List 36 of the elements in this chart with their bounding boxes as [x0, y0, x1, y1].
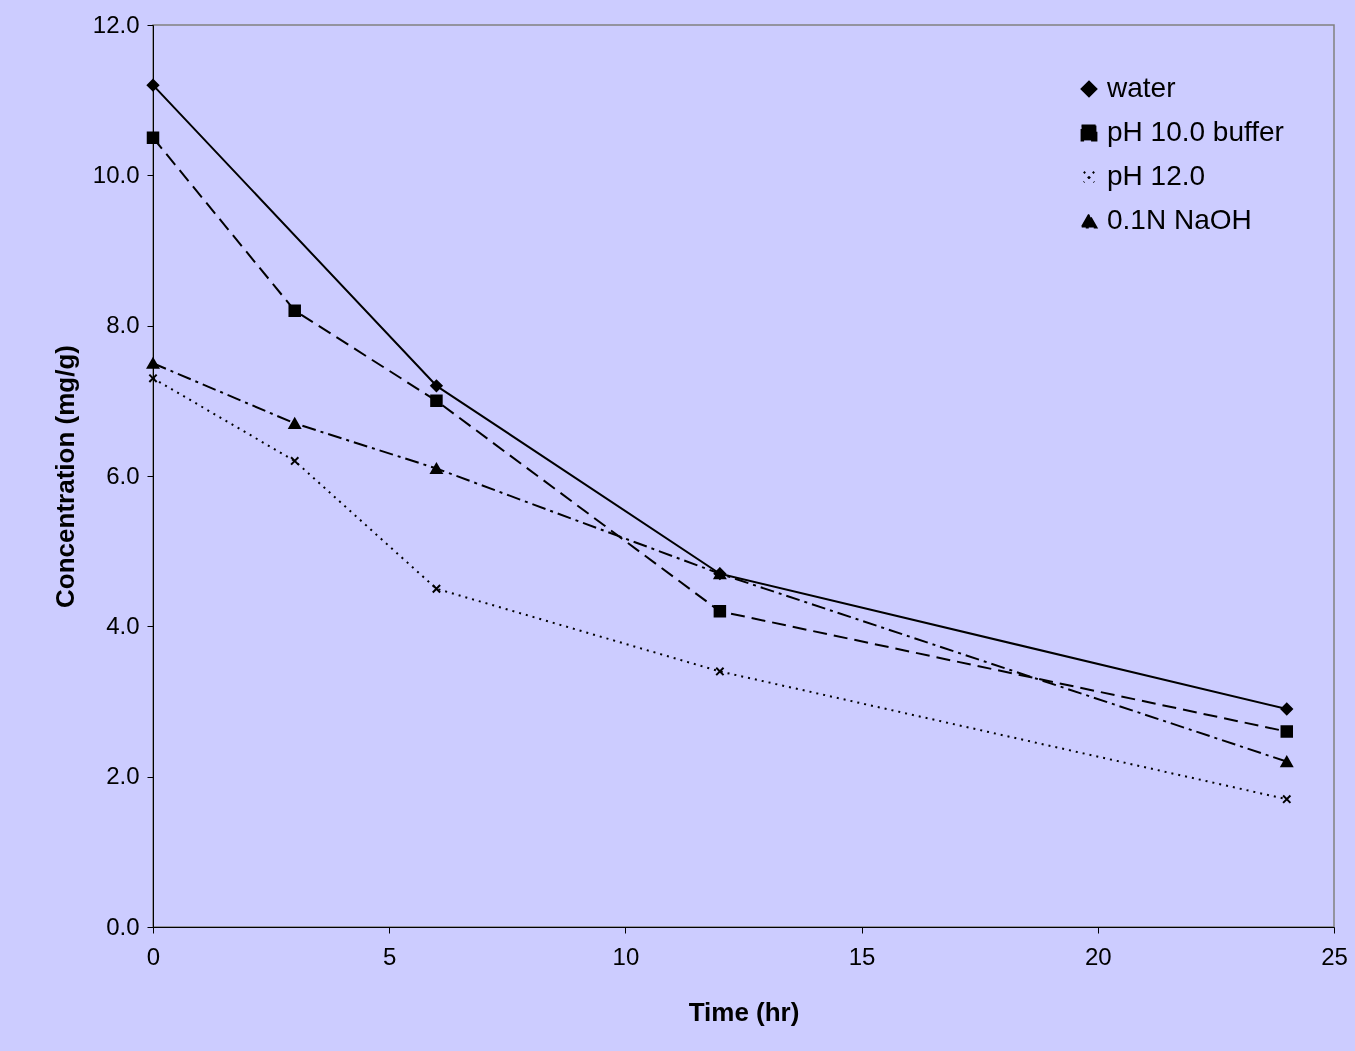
y-tick-label: 2.0 — [106, 762, 140, 790]
point — [431, 584, 442, 594]
legend-label: pH 10.0 buffer — [1107, 116, 1284, 147]
point — [288, 417, 301, 429]
point — [288, 304, 301, 317]
point — [713, 605, 727, 618]
y-tick-label: 12.0 — [92, 10, 140, 38]
y-tick-label: 0.0 — [106, 912, 140, 940]
point — [430, 379, 443, 393]
x-tick-label: 5 — [383, 942, 397, 970]
x-tick-label: 25 — [1321, 942, 1348, 970]
x-tick-label: 10 — [612, 942, 640, 970]
point — [290, 456, 300, 466]
point — [146, 131, 160, 144]
y-tick-label: 6.0 — [106, 461, 140, 489]
point — [146, 357, 160, 369]
y-tick-label: 10.0 — [92, 160, 140, 188]
legend-label: pH 12.0 — [1107, 160, 1206, 191]
point — [715, 666, 725, 677]
x-tick-label: 20 — [1084, 942, 1112, 970]
legend-label: water — [1106, 72, 1176, 103]
point — [1280, 702, 1293, 716]
legend-label: 0.1N NaOH — [1107, 204, 1252, 235]
x-tick-label: 0 — [146, 942, 161, 970]
x-axis-title: Time (hr) — [688, 996, 800, 1027]
x-tick-label: 15 — [848, 942, 876, 970]
point — [430, 394, 443, 408]
point — [1280, 756, 1293, 768]
point — [1280, 725, 1293, 738]
y-tick-label: 4.0 — [106, 611, 140, 639]
point — [146, 78, 160, 92]
point — [1282, 794, 1292, 804]
point — [148, 373, 158, 383]
y-tick-label: 8.0 — [106, 311, 140, 339]
point — [430, 462, 443, 475]
y-axis-title: Concentration (mg/g) — [49, 345, 80, 608]
